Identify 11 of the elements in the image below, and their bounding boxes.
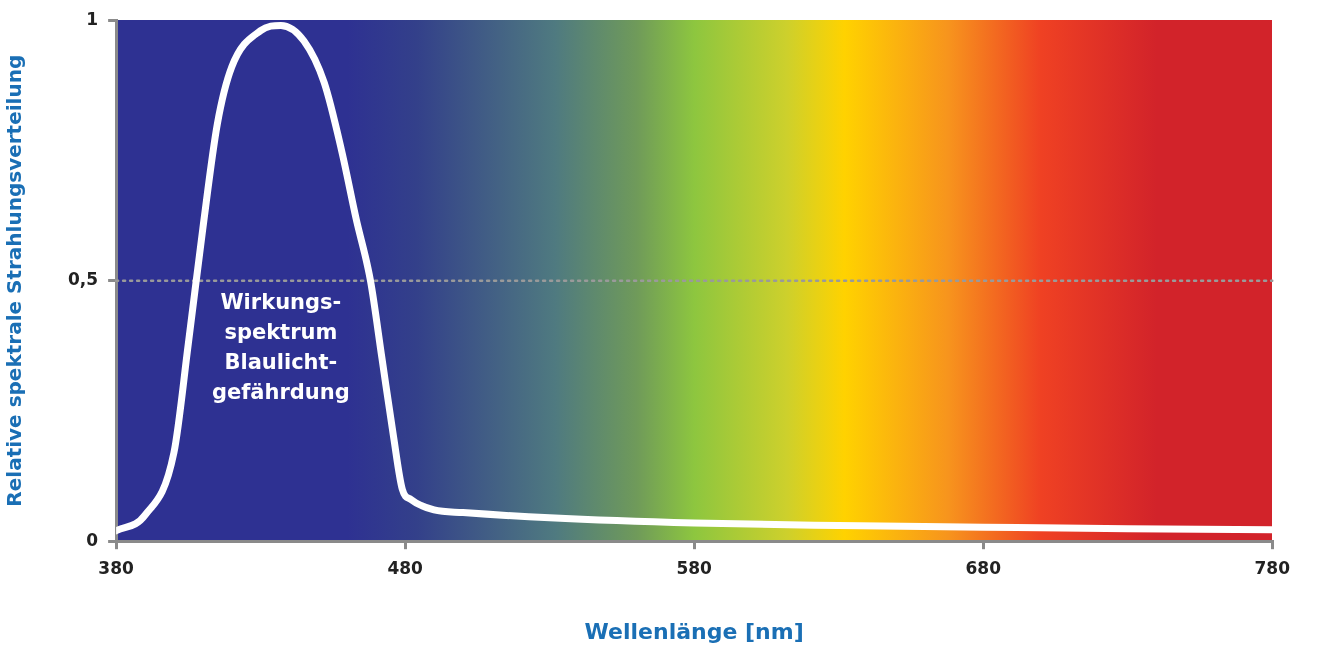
x-tick-label: 480 — [387, 557, 424, 578]
annotation: Wirkungs- spektrum Blaulicht- gefährdung — [211, 289, 350, 404]
x-tick-label: 380 — [98, 557, 135, 578]
y-axis-title: Relative spektrale Strahlungsverteilung — [2, 54, 27, 507]
x-axis-title: Wellenlänge [nm] — [584, 618, 804, 644]
y-tick-label: 1 — [86, 8, 99, 29]
y-tick-label: 0,5 — [67, 269, 99, 290]
x-tick-label: 680 — [965, 557, 1002, 578]
x-tick-label: 780 — [1254, 557, 1291, 578]
x-tick-label: 580 — [676, 557, 713, 578]
y-tick-label: 0 — [86, 529, 99, 550]
